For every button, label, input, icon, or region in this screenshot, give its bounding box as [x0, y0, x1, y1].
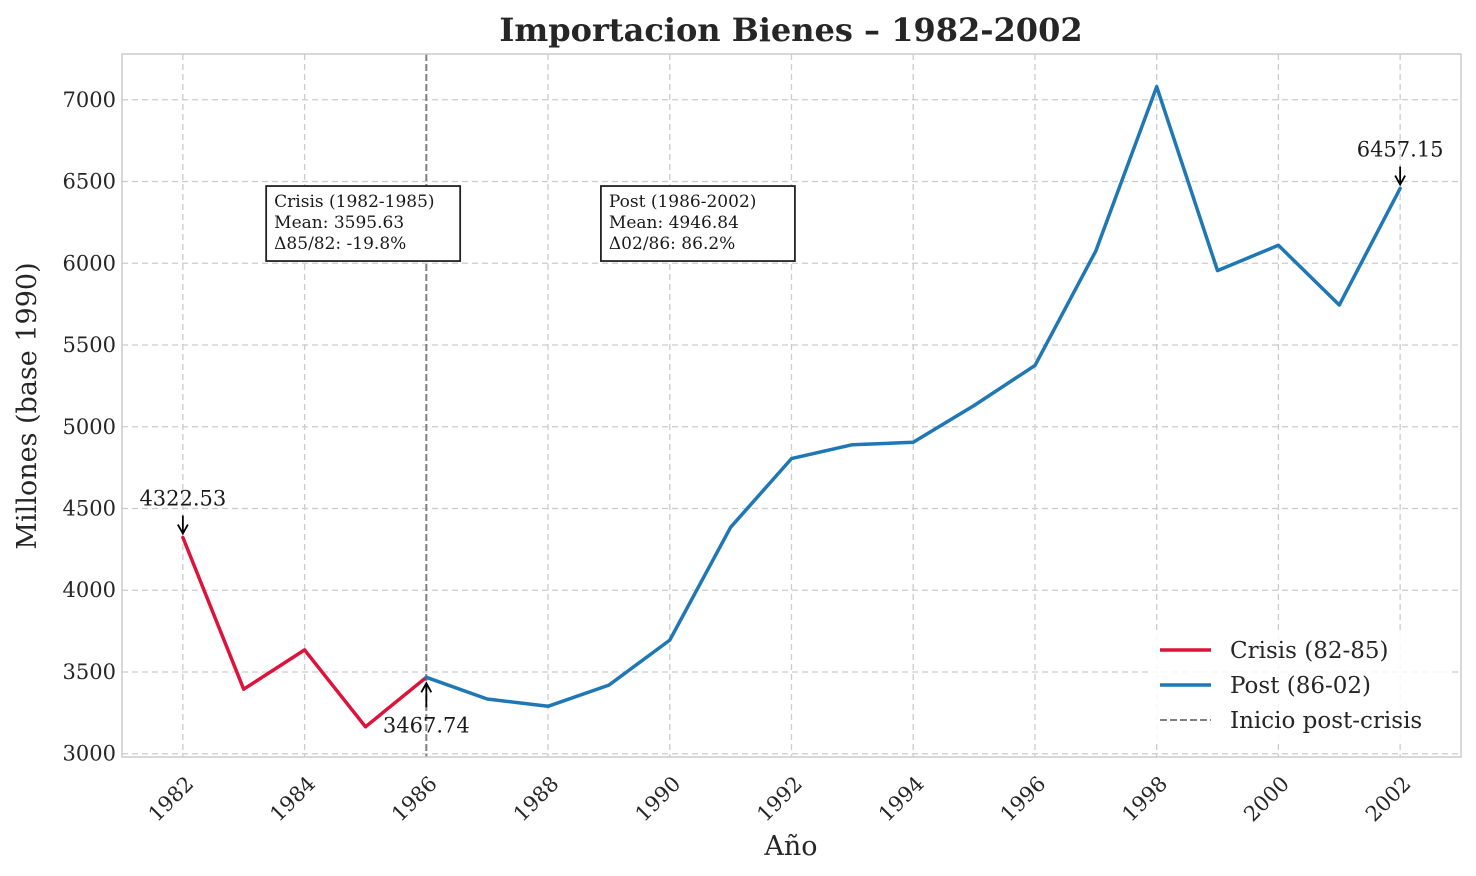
stat-box-frame: [265, 185, 462, 262]
legend-label: Crisis (82-85): [1230, 638, 1388, 664]
y-tick-label: 4000: [63, 578, 116, 602]
series-layer: [181, 84, 1402, 729]
grid: [122, 54, 1461, 757]
y-tick-label: 6000: [63, 251, 116, 275]
y-tick-label: 6500: [63, 170, 116, 194]
stat-box-frame: [600, 185, 796, 262]
point-annotation: 3467.74: [383, 681, 470, 737]
x-axis-label: Año: [763, 831, 817, 862]
y-tick-label: 5000: [63, 415, 116, 439]
stat-box-line: Post (1986-2002): [609, 192, 756, 212]
legend-label: Inicio post-crisis: [1230, 708, 1422, 734]
annotation-arrow-head: [177, 524, 189, 536]
legend: Crisis (82-85) Post (86-02) Inicio post-cr…: [1148, 632, 1452, 742]
annotation-label: 6457.15: [1357, 138, 1444, 162]
stat-box-line: Δ02/86: 86.2%: [609, 234, 735, 254]
y-tick-label: 5500: [63, 333, 116, 357]
annotation-arrow-head: [420, 681, 433, 693]
stat-box-line: Mean: 4946.84: [609, 213, 739, 233]
annotation-label: 4322.53: [139, 487, 226, 511]
point-annotation: 4322.53: [139, 487, 226, 536]
stat-box-line: Mean: 3595.63: [274, 213, 404, 233]
series-line: [424, 84, 1402, 709]
y-tick-label: 4500: [63, 496, 116, 520]
stat-box-line: Δ85/82: -19.8%: [274, 234, 406, 254]
y-tick-label: 3000: [63, 742, 116, 766]
annotation-arrow-head: [1394, 175, 1406, 187]
series-line: [181, 535, 429, 729]
annotation-label: 3467.74: [383, 713, 470, 737]
annotation-layer: 4322.53 3467.74 6457.15: [139, 138, 1443, 738]
y-tick-label: 3500: [63, 660, 116, 684]
y-tick-label: 7000: [63, 88, 116, 112]
plot-frame: [121, 53, 1462, 758]
y-tick-labels: 3000 3500 4000 4500 5000 5500 6000 6500 7000: [63, 88, 116, 766]
y-axis-label: Millones (base 1990): [12, 262, 43, 549]
point-annotation: 6457.15: [1357, 138, 1444, 187]
chart-title: Importacion Bienes – 1982-2002: [499, 11, 1082, 49]
legend-label: Post (86-02): [1230, 673, 1371, 699]
stat-box-line: Crisis (1982-1985): [274, 192, 434, 212]
